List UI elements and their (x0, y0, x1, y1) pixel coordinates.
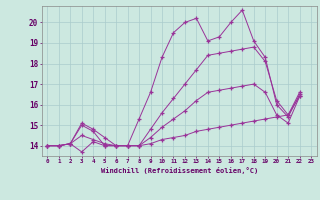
X-axis label: Windchill (Refroidissement éolien,°C): Windchill (Refroidissement éolien,°C) (100, 167, 258, 174)
